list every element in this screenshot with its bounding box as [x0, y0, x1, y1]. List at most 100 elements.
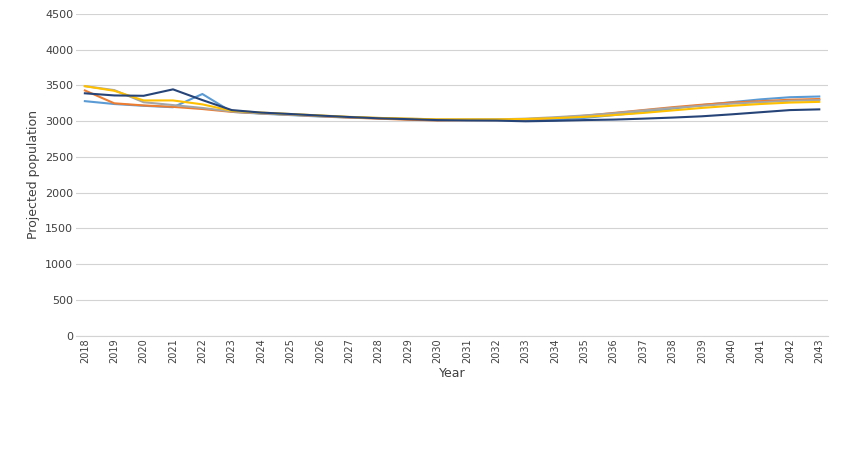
Aged 4: [490, 118, 500, 123]
Aged 2: [461, 116, 471, 122]
Line: Aged 2: Aged 2: [84, 86, 819, 119]
Aged 2: [667, 105, 677, 111]
Aged 1: [549, 115, 560, 121]
Aged 0: [197, 91, 207, 97]
Aged 1: [256, 110, 266, 116]
Aged 1: [285, 112, 295, 117]
Aged 4: [637, 116, 647, 122]
Aged 0: [578, 115, 588, 121]
Aged 3: [79, 83, 89, 89]
Aged 0: [696, 102, 706, 108]
Aged 3: [578, 114, 588, 120]
Aged 0: [226, 109, 236, 115]
Aged 0: [549, 117, 560, 123]
X-axis label: Year: Year: [438, 367, 465, 380]
Aged 0: [432, 117, 442, 123]
Aged 3: [696, 105, 706, 111]
Aged 1: [784, 97, 794, 103]
Aged 0: [138, 103, 149, 109]
Aged 4: [696, 114, 706, 119]
Aged 1: [696, 102, 706, 108]
Aged 4: [373, 116, 383, 121]
Aged 0: [755, 96, 765, 102]
Aged 3: [226, 108, 236, 114]
Aged 2: [168, 102, 178, 108]
Aged 0: [490, 116, 500, 122]
Aged 2: [755, 99, 765, 105]
Aged 1: [755, 98, 765, 104]
Aged 0: [256, 111, 266, 116]
Aged 1: [226, 109, 236, 115]
Aged 1: [197, 106, 207, 112]
Aged 2: [814, 97, 824, 103]
Aged 4: [608, 117, 618, 123]
Aged 1: [461, 117, 471, 123]
Aged 0: [637, 110, 647, 115]
Aged 0: [285, 112, 295, 118]
Aged 2: [285, 112, 295, 117]
Aged 4: [109, 93, 119, 98]
Aged 2: [725, 101, 735, 106]
Aged 2: [432, 116, 442, 122]
Aged 4: [403, 116, 413, 122]
Aged 0: [667, 106, 677, 111]
Aged 0: [725, 99, 735, 105]
Aged 3: [285, 111, 295, 117]
Aged 3: [725, 103, 735, 109]
Aged 1: [725, 100, 735, 105]
Aged 2: [79, 83, 89, 89]
Aged 3: [520, 116, 530, 122]
Aged 3: [138, 98, 149, 103]
Aged 1: [79, 88, 89, 93]
Aged 0: [168, 104, 178, 110]
Aged 3: [373, 115, 383, 121]
Aged 3: [490, 116, 500, 122]
Aged 2: [520, 116, 530, 122]
Aged 3: [608, 112, 618, 118]
Aged 4: [549, 118, 560, 123]
Aged 2: [256, 110, 266, 116]
Aged 4: [755, 110, 765, 115]
Aged 3: [784, 100, 794, 105]
Aged 1: [315, 113, 325, 119]
Y-axis label: Projected population: Projected population: [26, 110, 40, 239]
Aged 0: [461, 117, 471, 123]
Aged 4: [256, 110, 266, 116]
Aged 3: [256, 110, 266, 116]
Aged 4: [344, 114, 354, 120]
Aged 4: [168, 87, 178, 92]
Aged 1: [608, 110, 618, 116]
Aged 3: [403, 116, 413, 122]
Aged 1: [667, 104, 677, 110]
Aged 2: [403, 116, 413, 122]
Aged 1: [403, 117, 413, 123]
Aged 3: [461, 116, 471, 122]
Aged 4: [667, 115, 677, 120]
Aged 3: [315, 113, 325, 118]
Aged 4: [197, 97, 207, 103]
Aged 3: [432, 116, 442, 122]
Aged 3: [109, 88, 119, 94]
Aged 4: [725, 111, 735, 117]
Aged 4: [315, 113, 325, 118]
Aged 3: [549, 116, 560, 121]
Aged 2: [197, 105, 207, 111]
Aged 2: [109, 87, 119, 93]
Aged 2: [490, 116, 500, 122]
Aged 3: [344, 114, 354, 120]
Aged 4: [285, 111, 295, 117]
Aged 0: [608, 112, 618, 118]
Aged 0: [315, 114, 325, 119]
Aged 2: [784, 98, 794, 103]
Aged 1: [168, 104, 178, 110]
Aged 4: [461, 117, 471, 123]
Aged 2: [226, 109, 236, 114]
Line: Aged 0: Aged 0: [84, 94, 819, 120]
Aged 2: [373, 115, 383, 121]
Line: Aged 3: Aged 3: [84, 86, 819, 119]
Legend: Aged 0, Aged 1, Aged 2, Aged 3, Aged 4: Aged 0, Aged 1, Aged 2, Aged 3, Aged 4: [252, 464, 651, 466]
Aged 1: [138, 103, 149, 108]
Aged 4: [814, 107, 824, 112]
Line: Aged 1: Aged 1: [84, 90, 819, 120]
Aged 1: [490, 117, 500, 123]
